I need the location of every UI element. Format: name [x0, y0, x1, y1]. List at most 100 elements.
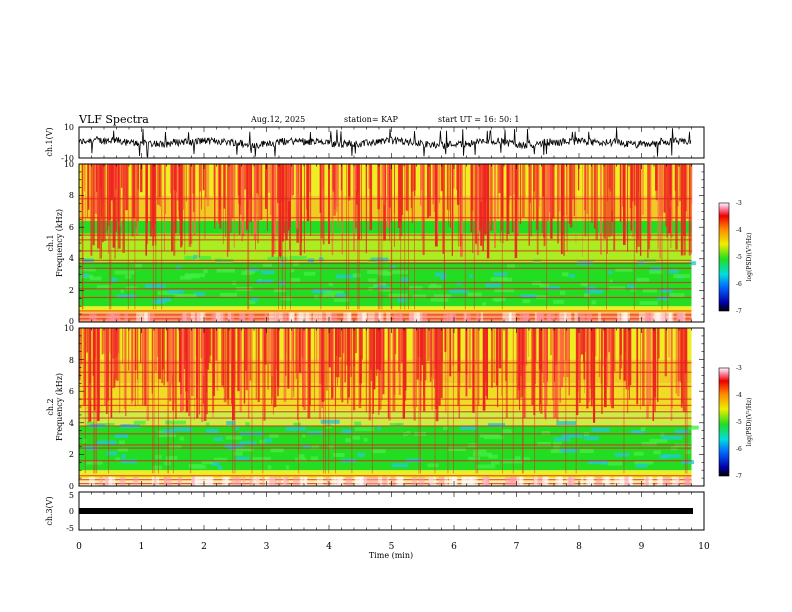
sferic-streak — [563, 164, 565, 221]
sferic-streak — [674, 164, 677, 191]
sferic-streak — [353, 164, 355, 251]
sferic-streak — [600, 164, 602, 255]
sferic-streak — [322, 164, 324, 221]
spectral-patch — [89, 276, 102, 281]
start-time-label: start UT = 16: 50: 1 — [438, 115, 519, 124]
sferic-streak — [412, 328, 416, 408]
xtick-4: 4 — [326, 542, 332, 552]
sferic-streak — [205, 328, 207, 393]
ch2-spectrogram-panel: 0 2 4 6 8 10 ch.2 Frequency (kHz) -3 -4 … — [46, 324, 753, 491]
spectral-patch — [602, 460, 607, 465]
sferic-streak — [322, 164, 325, 245]
spectral-patch — [675, 429, 689, 434]
sferic-streak — [255, 328, 257, 400]
low-band-speckle — [555, 476, 563, 486]
sferic-streak — [501, 164, 503, 310]
sferic-streak — [328, 164, 330, 244]
sferic-streak — [420, 328, 423, 363]
sferic-streak — [677, 328, 680, 382]
emission-line — [79, 259, 692, 261]
sferic-streak — [262, 328, 264, 474]
low-band-speckle — [461, 476, 467, 486]
sferic-streak — [498, 164, 502, 194]
sferic-streak — [442, 164, 445, 254]
sferic-streak — [441, 328, 444, 362]
spectral-patch — [173, 427, 193, 432]
emission-line — [79, 460, 692, 462]
sferic-streak — [351, 328, 353, 474]
ch1-spectrogram-ticks — [78, 163, 705, 323]
sferic-streak — [365, 328, 367, 413]
low-band-speckle — [378, 476, 383, 486]
sferic-streak — [477, 328, 479, 474]
sferic-streak — [410, 164, 414, 192]
low-band-speckle — [534, 312, 538, 322]
low-band-speckle — [508, 312, 516, 322]
sferic-streak — [381, 328, 385, 395]
sferic-streak — [137, 164, 139, 222]
sferic-streak — [219, 164, 221, 210]
spectral-patch — [126, 286, 137, 291]
low-band-speckle — [645, 476, 649, 486]
sferic-streak — [628, 328, 629, 391]
sferic-streak — [354, 164, 357, 191]
ch2-colorbar-ticks: -3 -4 -5 -6 -7 — [736, 365, 742, 480]
sferic-streak — [335, 164, 338, 212]
spectral-patch — [685, 450, 691, 455]
sferic-streak — [370, 328, 372, 370]
sferic-streak — [318, 328, 322, 420]
sferic-streak — [122, 164, 125, 253]
sferic-streak — [604, 328, 606, 395]
sferic-streak — [108, 328, 110, 474]
sferic-streak — [276, 328, 279, 370]
spectral-patch — [397, 423, 401, 428]
sferic-streak — [125, 164, 128, 211]
sferic-streak — [146, 328, 150, 421]
emission-line — [79, 234, 692, 236]
xtick-9: 9 — [639, 542, 645, 552]
spectral-patch — [537, 441, 551, 446]
sferic-streak — [243, 328, 246, 404]
sferic-streak — [181, 328, 185, 411]
low-band-speckle — [619, 476, 625, 486]
sferic-streak — [321, 328, 323, 409]
spectral-band — [79, 306, 692, 313]
sferic-streak — [429, 328, 431, 359]
sferic-streak — [135, 164, 137, 228]
sferic-streak — [99, 164, 101, 239]
sferic-streak — [290, 328, 293, 400]
sferic-streak — [444, 328, 447, 413]
sferic-streak — [649, 164, 652, 240]
sferic-streak — [675, 328, 677, 394]
ch1-ytick-labels: 0 2 4 6 8 10 — [64, 160, 74, 326]
sferic-streak — [270, 164, 272, 216]
low-band-speckle — [559, 312, 567, 322]
sferic-streak — [642, 164, 644, 215]
low-band-speckle — [577, 312, 586, 322]
sferic-streak — [173, 164, 176, 256]
emission-line — [79, 398, 692, 400]
spectral-patch — [96, 440, 117, 445]
spectral-patch — [226, 421, 236, 425]
sferic-streak — [424, 328, 427, 381]
xtick-10: 10 — [698, 542, 710, 552]
sferic-streak — [637, 164, 640, 192]
sferic-streak — [598, 328, 600, 378]
sferic-streak — [491, 328, 493, 388]
sferic-streak — [423, 328, 426, 412]
sferic-streak — [540, 328, 543, 414]
spectral-patch — [479, 433, 500, 438]
sferic-streak — [134, 328, 137, 370]
sferic-streak — [460, 164, 463, 257]
emission-line — [79, 362, 692, 364]
spectral-patch — [302, 444, 311, 449]
emission-line — [79, 288, 692, 290]
sferic-streak — [640, 328, 641, 410]
low-band-speckle — [124, 312, 129, 322]
sferic-streak — [536, 164, 539, 255]
spectral-patch — [86, 460, 103, 465]
sferic-streak — [356, 164, 358, 205]
sferic-streak — [231, 328, 235, 421]
sferic-streak — [117, 164, 120, 222]
